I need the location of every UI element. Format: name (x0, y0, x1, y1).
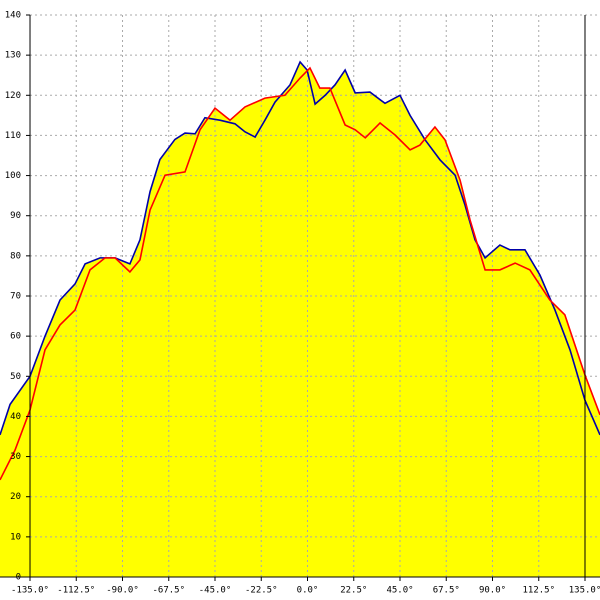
y-tick-label: 140 (5, 11, 21, 21)
y-tick-label: 80 (10, 251, 21, 261)
x-tick-label: 112.5° (522, 586, 555, 596)
x-tick-label: -22.5° (245, 586, 278, 596)
y-tick-label: 0 (16, 573, 21, 583)
y-tick-label: 20 (10, 492, 21, 502)
y-tick-label: 30 (10, 452, 21, 462)
y-tick-label: 70 (10, 292, 21, 302)
x-tick-label: -45.0° (199, 586, 232, 596)
y-tick-label: 60 (10, 332, 21, 342)
y-tick-label: 110 (5, 131, 21, 141)
x-tick-label: 22.5° (340, 586, 367, 596)
y-tick-label: 40 (10, 412, 21, 422)
x-tick-label: -90.0° (106, 586, 139, 596)
x-tick-label: 0.0° (297, 586, 319, 596)
area-fill (0, 67, 600, 577)
x-tick-label: 135.0° (569, 586, 600, 596)
series-line (0, 66, 600, 481)
x-tick-label: 67.5° (433, 586, 460, 596)
x-tick-label: -112.5° (57, 586, 95, 596)
y-tick-label: 90 (10, 211, 21, 221)
x-tick-label: -67.5° (152, 586, 185, 596)
y-tick-label: 50 (10, 372, 21, 382)
y-tick-label: 100 (5, 171, 21, 181)
x-tick-label: 45.0° (386, 586, 413, 596)
x-tick-label: -135.0° (11, 586, 49, 596)
y-tick-label: 10 (10, 532, 21, 542)
y-tick-label: 130 (5, 51, 21, 61)
y-tick-label: 120 (5, 91, 21, 101)
x-tick-label: 90.0° (479, 586, 506, 596)
